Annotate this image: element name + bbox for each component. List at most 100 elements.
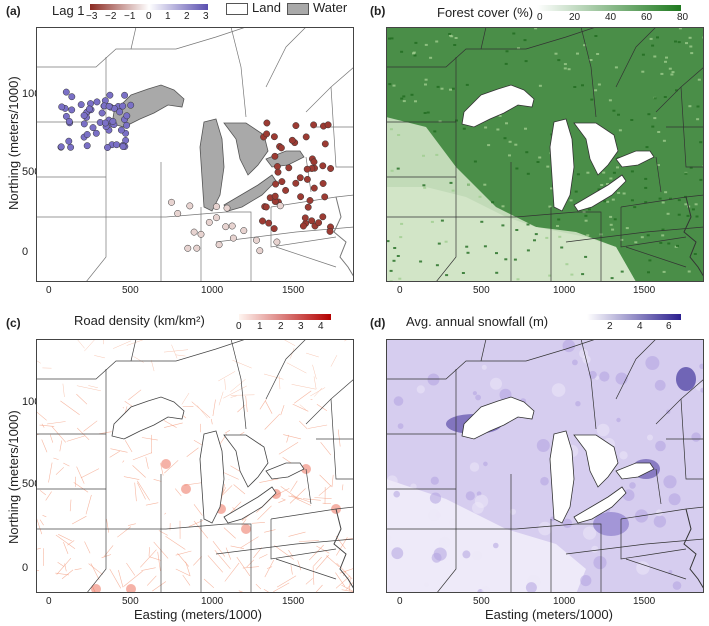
site-point bbox=[119, 102, 127, 110]
snow-blob bbox=[472, 391, 477, 396]
forest-pixel bbox=[545, 236, 549, 239]
snow-blob bbox=[593, 556, 607, 570]
road-segment bbox=[36, 360, 41, 364]
forest-pixel bbox=[677, 41, 681, 44]
road-segment bbox=[175, 354, 186, 357]
site-point bbox=[223, 204, 231, 212]
road-segment bbox=[276, 575, 297, 588]
forest-dense bbox=[386, 27, 704, 282]
road-segment bbox=[280, 486, 299, 500]
forest-pixel bbox=[633, 206, 637, 209]
road-segment bbox=[133, 356, 144, 363]
road-segment bbox=[288, 495, 303, 500]
snow-blob bbox=[583, 526, 597, 540]
forest-pixel bbox=[677, 213, 681, 216]
road-segment bbox=[308, 544, 324, 561]
forest-legend-title: Forest cover (%) bbox=[437, 5, 534, 20]
map-frame bbox=[386, 339, 704, 593]
site-point bbox=[303, 165, 311, 173]
snow-blob bbox=[653, 515, 667, 528]
forest-pixel bbox=[451, 189, 455, 192]
x-tick: 0 bbox=[46, 596, 52, 607]
site-point bbox=[193, 244, 201, 252]
forest-pixel bbox=[676, 244, 679, 247]
x-tick: 0 bbox=[46, 285, 52, 296]
road-segment bbox=[164, 512, 167, 515]
forest-pixel bbox=[399, 236, 403, 239]
forest-pixel bbox=[480, 220, 484, 223]
forest-pixel bbox=[461, 272, 465, 274]
forest-tick: 20 bbox=[569, 12, 581, 23]
forest-pixel bbox=[495, 252, 498, 255]
forest-pixel bbox=[671, 71, 675, 74]
forest-pixel bbox=[449, 88, 452, 91]
site-point bbox=[98, 109, 106, 117]
forest-pixel bbox=[608, 99, 612, 102]
forest-pixel bbox=[554, 52, 558, 55]
forest-pixel bbox=[483, 183, 487, 186]
forest-pixel bbox=[611, 198, 615, 201]
road-segment bbox=[280, 405, 285, 416]
forest-pixel bbox=[658, 197, 662, 200]
forest-pixel bbox=[505, 50, 509, 53]
road-segment bbox=[76, 466, 85, 484]
lake-erie bbox=[573, 174, 627, 212]
road-segment bbox=[184, 482, 204, 486]
road-segment bbox=[137, 480, 150, 501]
road-segment bbox=[163, 420, 177, 428]
forest-pixel bbox=[424, 78, 428, 81]
land-label: Land bbox=[252, 0, 281, 15]
forest-pixel bbox=[630, 119, 634, 121]
snow-blob bbox=[619, 451, 628, 460]
state-border bbox=[480, 339, 487, 362]
forest-pixel bbox=[689, 166, 693, 169]
road-segment bbox=[308, 424, 328, 429]
site-point bbox=[186, 202, 194, 210]
snow-low bbox=[386, 479, 586, 593]
x-tick: 500 bbox=[473, 285, 490, 296]
road-hotspot bbox=[161, 459, 171, 469]
site-point bbox=[168, 198, 175, 206]
road-segment bbox=[175, 568, 191, 577]
road-segment bbox=[326, 555, 340, 568]
forest-pixel bbox=[563, 63, 567, 66]
site-point bbox=[83, 142, 91, 150]
x-axis-title-right: Easting (meters/1000) bbox=[485, 607, 613, 622]
site-point bbox=[92, 129, 100, 137]
site-point bbox=[319, 213, 327, 221]
road-segment bbox=[160, 462, 164, 476]
road-segment bbox=[212, 541, 226, 557]
forest-pixel bbox=[389, 269, 393, 272]
road-segment bbox=[230, 395, 237, 398]
state-border bbox=[515, 523, 577, 530]
road-segment bbox=[49, 434, 54, 443]
snow-legend-title: Avg. annual snowfall (m) bbox=[406, 314, 549, 329]
y-tick: 0 bbox=[22, 246, 29, 258]
road-segment bbox=[128, 523, 136, 526]
road-segment bbox=[297, 560, 302, 571]
road-segment bbox=[63, 541, 69, 555]
road-segment bbox=[174, 488, 182, 497]
forest-pixel bbox=[612, 109, 616, 112]
road-segment bbox=[233, 484, 246, 495]
forest-pixel bbox=[550, 187, 553, 190]
forest-pixel bbox=[660, 72, 664, 75]
lake-ontario bbox=[265, 150, 305, 168]
state-border bbox=[130, 27, 137, 50]
snow-blob bbox=[629, 482, 636, 489]
road-segment bbox=[41, 439, 48, 453]
forest-pixel bbox=[501, 224, 505, 227]
forest-pixel bbox=[538, 156, 542, 159]
forest-pixel bbox=[590, 98, 594, 101]
road-segment bbox=[67, 540, 75, 546]
forest-pixel bbox=[688, 105, 692, 108]
site-point bbox=[215, 241, 223, 249]
snow-tick: 6 bbox=[666, 321, 672, 332]
forest-pixel bbox=[429, 56, 433, 59]
site-point bbox=[292, 179, 300, 187]
panel-d-letter: (d) bbox=[370, 316, 386, 330]
road-segment bbox=[341, 484, 344, 491]
lag-tick: 0 bbox=[146, 11, 152, 22]
road-segment bbox=[137, 482, 146, 500]
state-border bbox=[386, 339, 597, 380]
